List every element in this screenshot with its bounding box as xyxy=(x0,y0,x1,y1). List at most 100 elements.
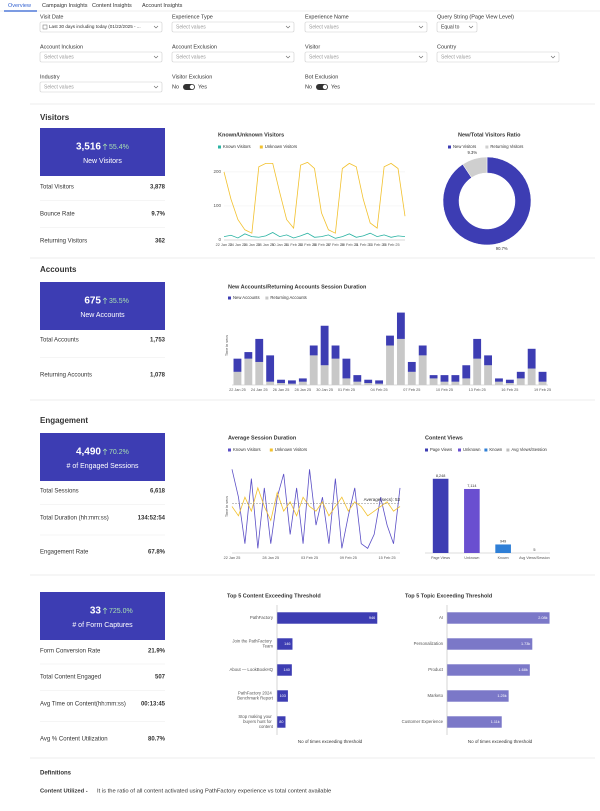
bar xyxy=(266,355,275,382)
x-tick-label: 01 Feb 25 xyxy=(338,388,355,392)
bar xyxy=(255,338,264,362)
tab[interactable]: Campaign Insights xyxy=(42,3,88,9)
legend-swatch xyxy=(458,448,461,452)
filter-dropdown[interactable] xyxy=(39,81,163,93)
kpi-delta: 725.0% xyxy=(109,608,133,615)
up-arrow xyxy=(102,143,108,150)
x-tick-label: 30 Jan 25 xyxy=(316,388,333,392)
filter-label: Industry xyxy=(40,74,60,80)
bar xyxy=(516,371,525,379)
legend-label: Known Visitors xyxy=(223,144,251,149)
pie-slice xyxy=(442,156,532,246)
bar xyxy=(432,478,449,553)
tab[interactable]: Content Insights xyxy=(92,3,132,9)
bar xyxy=(353,381,362,385)
filter-dropdown[interactable] xyxy=(436,51,560,63)
filter-dropdown[interactable] xyxy=(171,21,295,33)
bar xyxy=(407,371,416,385)
stat-label: Engagement Rate xyxy=(40,550,89,556)
bar xyxy=(473,338,482,359)
bar xyxy=(375,380,384,384)
bar xyxy=(266,381,275,385)
definition-text: It is the ratio of all content activated… xyxy=(97,789,331,795)
y-tick-label: Marketo xyxy=(427,693,443,698)
value-label: 9.3% xyxy=(468,150,478,155)
x-tick-label: 26 Jan 25 xyxy=(273,388,290,392)
pie-slice xyxy=(462,156,488,178)
kpi-label: # of Form Captures xyxy=(72,622,133,629)
bar xyxy=(505,383,514,385)
stat-value: 80.7% xyxy=(148,737,166,743)
bar xyxy=(320,325,329,366)
section-title: Engagement xyxy=(40,416,88,425)
stat-label: Total Sessions xyxy=(40,489,79,495)
bar xyxy=(244,352,253,359)
bar xyxy=(527,368,536,385)
bar xyxy=(309,345,318,356)
toggle-option: Yes xyxy=(198,84,207,90)
line-series xyxy=(223,161,406,234)
legend-label: Known Visitors xyxy=(233,447,261,452)
kpi-value: 33 xyxy=(90,606,102,617)
value-label: 1.73k xyxy=(521,642,530,646)
chevron xyxy=(153,25,159,29)
filter-dropdown[interactable] xyxy=(436,21,478,33)
x-tick-label: 13 Feb 25 xyxy=(469,388,486,392)
bar xyxy=(353,375,362,382)
definitions-title: Definitions xyxy=(40,771,72,777)
toggle-label: Bot Exclusion xyxy=(305,74,338,80)
filter-dropdown[interactable] xyxy=(304,21,428,33)
filter-dropdown[interactable] xyxy=(39,21,163,33)
value-label: 90.7% xyxy=(496,246,508,251)
stat-label: Total Visitors xyxy=(40,185,74,191)
y-tick-label: Product xyxy=(428,667,444,672)
bar xyxy=(407,361,416,372)
bar xyxy=(255,361,264,385)
filter-dropdown[interactable] xyxy=(39,51,163,63)
x-tick-label: 16 Feb 25 xyxy=(501,388,518,392)
filter-value: Equal to xyxy=(441,24,460,30)
kpi-delta: 70.2% xyxy=(109,449,129,456)
stat-value: 362 xyxy=(155,239,166,245)
y-tick-label: Customer Experience xyxy=(402,719,444,724)
stat-value: 6,618 xyxy=(150,489,166,495)
bar xyxy=(447,690,509,702)
x-axis-label: No of times exceeding threshold xyxy=(468,739,533,744)
bar xyxy=(440,381,449,385)
value-label: 1.25k xyxy=(497,694,506,698)
x-tick-label: 01 Feb 25 xyxy=(285,243,302,247)
filter-label: Visitor xyxy=(305,44,320,50)
y-axis-label: Time in secs xyxy=(225,335,229,356)
chart-title: Content Views xyxy=(425,435,463,441)
filter-dropdown[interactable] xyxy=(171,51,295,63)
bar xyxy=(418,355,427,385)
filter-label: Query String (Page View Level) xyxy=(437,14,514,20)
filter-dropdown[interactable] xyxy=(304,51,428,63)
x-tick-label: Unknown xyxy=(464,556,479,560)
legend-label: Unknown xyxy=(463,447,481,452)
filter-value: Last 30 days including today (01/22/2025… xyxy=(49,24,141,29)
chart-title: Known/Unknown Visitors xyxy=(218,132,284,138)
x-tick-label: 15 Feb 25 xyxy=(383,243,400,247)
stat-value: 9.7% xyxy=(151,212,165,218)
stat-label: Bounce Rate xyxy=(40,212,75,218)
bar xyxy=(277,664,292,676)
x-tick-label: 19 Feb 25 xyxy=(534,388,551,392)
bar xyxy=(331,358,340,385)
filter-value: Select values xyxy=(44,54,74,60)
tab[interactable]: Account Insights xyxy=(142,3,183,9)
legend-label: Known xyxy=(489,447,502,452)
kpi-value: 4,490 xyxy=(76,447,101,458)
bar xyxy=(277,379,285,384)
x-tick-label: 10 Feb 25 xyxy=(436,388,453,392)
line-series xyxy=(223,232,406,239)
stat-label: Total Content Engaged xyxy=(40,675,101,681)
stat-label: Form Conversion Rate xyxy=(40,649,101,655)
bar xyxy=(451,381,460,385)
x-tick-label: Known xyxy=(498,556,509,560)
tab[interactable]: Overview xyxy=(8,3,31,9)
legend-swatch xyxy=(448,145,451,149)
chevron xyxy=(418,55,424,59)
